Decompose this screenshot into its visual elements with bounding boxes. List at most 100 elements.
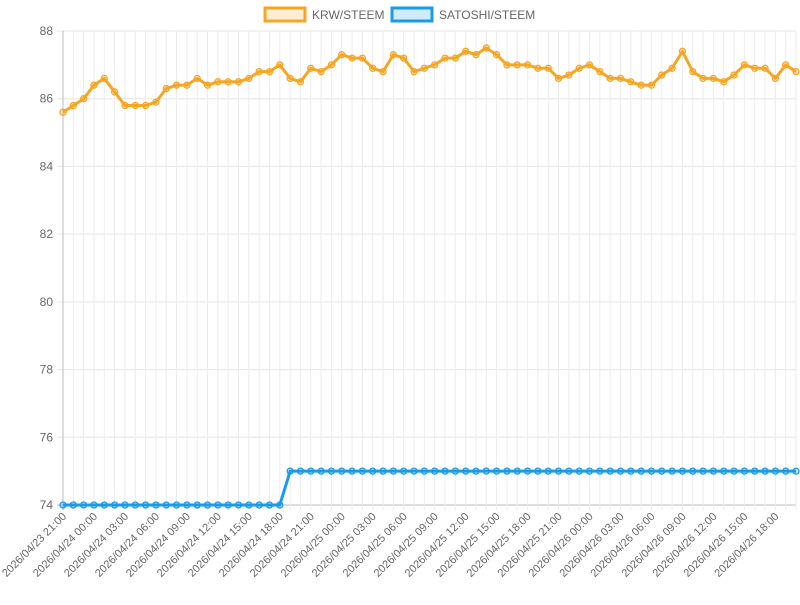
data-point[interactable] <box>276 501 284 509</box>
data-point[interactable] <box>69 101 77 110</box>
data-point[interactable] <box>358 54 367 62</box>
data-point[interactable] <box>606 74 614 83</box>
data-point[interactable] <box>379 467 387 475</box>
data-point[interactable] <box>327 467 336 475</box>
data-point[interactable] <box>554 467 563 475</box>
data-point[interactable] <box>255 67 263 76</box>
data-point[interactable] <box>544 64 552 72</box>
data-point[interactable] <box>575 64 583 72</box>
data-point[interactable] <box>193 501 201 509</box>
data-point[interactable] <box>782 61 790 69</box>
data-point[interactable] <box>110 88 119 96</box>
data-point[interactable] <box>338 51 346 59</box>
data-point[interactable] <box>131 501 139 509</box>
data-point[interactable] <box>720 78 728 86</box>
data-point[interactable] <box>389 51 398 59</box>
data-point[interactable] <box>317 467 325 475</box>
data-point[interactable] <box>245 501 253 509</box>
data-point[interactable] <box>689 467 697 475</box>
data-point[interactable] <box>647 467 656 475</box>
data-point[interactable] <box>441 467 449 475</box>
data-point[interactable] <box>193 74 201 83</box>
data-point[interactable] <box>172 501 181 509</box>
data-point[interactable] <box>369 64 377 72</box>
data-point[interactable] <box>575 467 583 475</box>
data-point[interactable] <box>276 61 284 69</box>
data-point[interactable] <box>565 467 573 475</box>
data-point[interactable] <box>172 81 181 89</box>
data-point[interactable] <box>472 51 480 59</box>
data-point[interactable] <box>110 501 119 509</box>
legend-item-krw-steem[interactable]: KRW/STEEM <box>263 6 384 23</box>
data-point[interactable] <box>565 71 573 79</box>
data-point[interactable] <box>348 54 356 62</box>
data-point[interactable] <box>637 467 645 475</box>
data-point[interactable] <box>141 501 150 509</box>
data-point[interactable] <box>431 467 439 475</box>
data-point[interactable] <box>348 467 356 475</box>
data-point[interactable] <box>503 61 511 69</box>
data-point[interactable] <box>245 74 253 83</box>
data-point[interactable] <box>751 467 759 475</box>
data-point[interactable] <box>234 78 243 86</box>
data-point[interactable] <box>709 467 718 475</box>
data-point[interactable] <box>751 64 759 72</box>
legend-item-satoshi-steem[interactable]: SATOSHI/STEEM <box>390 6 535 23</box>
data-point[interactable] <box>771 74 779 83</box>
data-point[interactable] <box>492 467 501 475</box>
data-point[interactable] <box>100 501 108 509</box>
data-point[interactable] <box>286 74 294 83</box>
data-point[interactable] <box>152 98 160 106</box>
data-point[interactable] <box>183 81 191 89</box>
data-point[interactable] <box>513 61 521 69</box>
data-point[interactable] <box>121 101 129 110</box>
data-point[interactable] <box>90 81 98 89</box>
data-point[interactable] <box>461 47 470 55</box>
data-point[interactable] <box>720 467 728 475</box>
data-point[interactable] <box>585 467 594 475</box>
data-point[interactable] <box>492 51 501 59</box>
data-point[interactable] <box>338 467 346 475</box>
data-point[interactable] <box>59 108 67 116</box>
data-point[interactable] <box>689 67 697 76</box>
data-point[interactable] <box>792 467 800 475</box>
data-point[interactable] <box>420 64 428 72</box>
data-point[interactable] <box>162 84 170 93</box>
data-point[interactable] <box>431 61 439 69</box>
data-point[interactable] <box>503 467 511 475</box>
data-point[interactable] <box>69 501 77 509</box>
data-point[interactable] <box>523 467 532 475</box>
data-point[interactable] <box>121 501 129 509</box>
data-point[interactable] <box>400 467 408 475</box>
data-point[interactable] <box>761 467 769 475</box>
data-point[interactable] <box>162 501 170 509</box>
data-point[interactable] <box>482 44 490 52</box>
data-point[interactable] <box>699 74 707 83</box>
data-point[interactable] <box>668 64 676 72</box>
data-point[interactable] <box>224 501 232 509</box>
data-point[interactable] <box>224 78 232 86</box>
data-point[interactable] <box>585 61 594 69</box>
data-point[interactable] <box>286 467 294 475</box>
data-point[interactable] <box>709 74 718 83</box>
data-point[interactable] <box>307 467 315 475</box>
data-point[interactable] <box>637 81 645 89</box>
data-point[interactable] <box>782 467 790 475</box>
data-point[interactable] <box>699 467 707 475</box>
data-point[interactable] <box>544 467 552 475</box>
data-point[interactable] <box>296 78 305 86</box>
data-point[interactable] <box>141 101 150 110</box>
data-point[interactable] <box>658 467 666 475</box>
data-point[interactable] <box>265 67 274 76</box>
data-point[interactable] <box>410 467 418 475</box>
data-point[interactable] <box>740 467 749 475</box>
data-point[interactable] <box>482 467 490 475</box>
data-point[interactable] <box>379 67 387 76</box>
data-point[interactable] <box>389 467 398 475</box>
data-point[interactable] <box>606 467 614 475</box>
data-point[interactable] <box>451 54 459 62</box>
data-point[interactable] <box>307 64 315 72</box>
data-point[interactable] <box>203 81 212 89</box>
data-point[interactable] <box>296 467 305 475</box>
data-point[interactable] <box>100 74 108 83</box>
